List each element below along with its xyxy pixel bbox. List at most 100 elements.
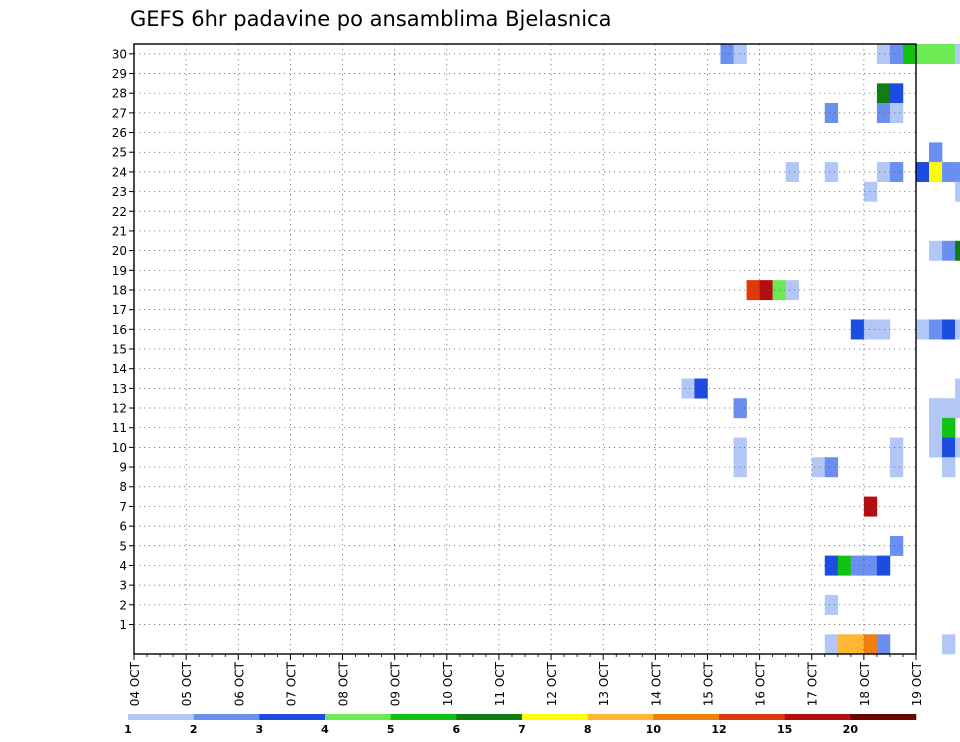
heatmap-cell xyxy=(824,634,839,655)
x-tick-label: 19 OCT xyxy=(910,661,924,706)
colorbar-swatch xyxy=(193,714,260,720)
y-tick-label: 12 xyxy=(112,402,127,416)
heatmap-cell xyxy=(889,437,904,458)
heatmap-cell xyxy=(889,457,904,478)
heatmap-cell xyxy=(942,240,956,261)
y-tick-label: 4 xyxy=(119,559,127,573)
y-tick-label: 13 xyxy=(112,382,127,396)
colorbar-label: 15 xyxy=(777,723,792,736)
colorbar-label: 3 xyxy=(256,723,264,736)
heatmap-cell xyxy=(824,457,839,478)
y-tick-label: 22 xyxy=(112,205,127,219)
heatmap-cell xyxy=(942,162,956,183)
y-tick-label: 23 xyxy=(112,185,127,199)
y-tick-label: 28 xyxy=(112,87,127,101)
heatmap-cell xyxy=(929,417,943,438)
heatmap-cell xyxy=(837,634,852,655)
colorbar-swatch xyxy=(587,714,654,720)
heatmap-cell xyxy=(929,319,943,340)
x-tick-label: 12 OCT xyxy=(545,661,559,706)
heatmap-cell xyxy=(942,634,956,655)
heatmap-cell xyxy=(916,44,930,64)
heatmap-cell xyxy=(759,280,773,301)
x-tick-label: 14 OCT xyxy=(649,661,663,706)
heatmap-cell xyxy=(863,181,878,202)
x-tick-label: 15 OCT xyxy=(701,661,715,706)
x-tick-label: 10 OCT xyxy=(441,661,455,706)
y-tick-label: 2 xyxy=(119,598,127,612)
heatmap-cell xyxy=(824,162,839,183)
heatmap-cell xyxy=(876,634,891,655)
colorbar-swatch xyxy=(719,714,785,720)
colorbar-swatch xyxy=(784,714,851,720)
heatmap-cell xyxy=(889,44,904,64)
colorbar-label: 4 xyxy=(321,723,329,736)
x-tick-label: 11 OCT xyxy=(493,661,507,706)
x-tick-label: 09 OCT xyxy=(389,661,403,706)
heatmap-cell xyxy=(942,457,956,478)
heatmap-cell xyxy=(876,44,891,64)
colorbar-label: 7 xyxy=(518,723,526,736)
heatmap-cell xyxy=(694,378,708,399)
y-tick-label: 24 xyxy=(112,165,127,179)
colorbar-label: 10 xyxy=(646,723,662,736)
heatmap-cell xyxy=(929,44,943,64)
y-tick-label: 14 xyxy=(112,362,127,376)
heatmap-cell xyxy=(824,555,839,576)
heatmap-cell xyxy=(863,496,878,517)
y-tick-label: 21 xyxy=(112,224,127,238)
heatmap-cell xyxy=(889,535,904,556)
heatmap-cell xyxy=(942,319,956,340)
y-tick-label: 17 xyxy=(112,303,127,317)
heatmap-cell xyxy=(955,398,960,419)
colorbar-label: 20 xyxy=(843,723,859,736)
heatmap-cell xyxy=(785,162,799,183)
heatmap-cell xyxy=(863,319,878,340)
colorbar-label: 5 xyxy=(387,723,395,736)
colorbar-swatch xyxy=(653,714,720,720)
heatmap-cell xyxy=(929,240,943,261)
y-tick-label: 7 xyxy=(119,500,127,514)
colorbar-label: 6 xyxy=(453,723,461,736)
x-tick-label: 13 OCT xyxy=(597,661,611,706)
colorbar-swatch xyxy=(128,714,194,720)
colorbar-label: 1 xyxy=(124,723,132,736)
y-tick-label: 8 xyxy=(119,480,127,494)
heatmap-cell xyxy=(942,44,956,64)
y-tick-label: 27 xyxy=(112,106,127,120)
colorbar-swatch xyxy=(456,714,523,720)
heatmap-cell xyxy=(955,162,960,183)
x-tick-label: 04 OCT xyxy=(128,661,142,706)
y-tick-label: 25 xyxy=(112,146,127,160)
heatmap-cell xyxy=(720,44,734,64)
x-tick-label: 08 OCT xyxy=(337,661,351,706)
heatmap-cells xyxy=(681,44,960,655)
y-tick-label: 18 xyxy=(112,283,127,297)
y-tick-label: 3 xyxy=(119,579,127,593)
heatmap-cell xyxy=(942,398,956,419)
colorbar-swatch xyxy=(259,714,326,720)
heatmap-cell xyxy=(681,378,695,399)
heatmap-cell xyxy=(916,162,930,183)
y-tick-label: 15 xyxy=(112,343,127,357)
y-tick-label: 16 xyxy=(112,323,127,337)
x-tick-label: 05 OCT xyxy=(180,661,194,706)
heatmap-cell xyxy=(889,83,904,104)
heatmap-cell xyxy=(955,378,960,399)
heatmap-cell xyxy=(850,555,865,576)
heatmap-cell xyxy=(811,457,826,478)
colorbar: 1 2 3 4 5 6 7 8 10 12 15 20 xyxy=(124,714,917,736)
y-tick-label: 6 xyxy=(119,520,127,534)
x-axis: 04 OCT 05 OCT 06 OCT 07 OCT 08 OCT 09 OCT 10 O… xyxy=(128,654,924,706)
heatmap-cell xyxy=(824,103,839,124)
heatmap-cell xyxy=(850,319,865,340)
colorbar-swatch xyxy=(325,714,391,720)
heatmap-cell xyxy=(929,142,943,163)
x-tick-label: 17 OCT xyxy=(806,661,820,706)
x-tick-label: 16 OCT xyxy=(754,661,768,706)
y-tick-label: 26 xyxy=(112,126,127,140)
y-tick-label: 30 xyxy=(112,47,127,61)
heatmap-cell xyxy=(916,319,930,340)
heatmap-cell xyxy=(929,398,943,419)
